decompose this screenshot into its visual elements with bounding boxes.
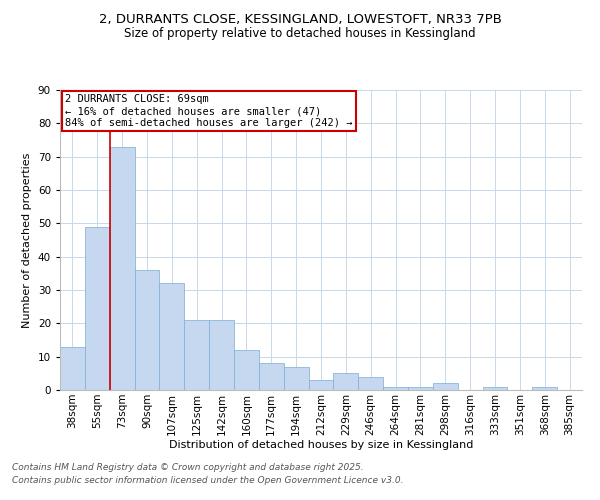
Bar <box>308 380 334 390</box>
Text: Size of property relative to detached houses in Kessingland: Size of property relative to detached ho… <box>124 28 476 40</box>
Bar <box>408 386 433 390</box>
Bar <box>482 386 508 390</box>
Bar <box>234 350 259 390</box>
Text: 2, DURRANTS CLOSE, KESSINGLAND, LOWESTOFT, NR33 7PB: 2, DURRANTS CLOSE, KESSINGLAND, LOWESTOF… <box>98 12 502 26</box>
Bar <box>134 270 160 390</box>
Y-axis label: Number of detached properties: Number of detached properties <box>22 152 32 328</box>
Bar <box>60 346 85 390</box>
Bar <box>383 386 408 390</box>
Bar <box>160 284 184 390</box>
Bar <box>209 320 234 390</box>
Bar <box>433 384 458 390</box>
Bar <box>259 364 284 390</box>
Text: Contains public sector information licensed under the Open Government Licence v3: Contains public sector information licen… <box>12 476 404 485</box>
Bar <box>334 374 358 390</box>
Text: 2 DURRANTS CLOSE: 69sqm
← 16% of detached houses are smaller (47)
84% of semi-de: 2 DURRANTS CLOSE: 69sqm ← 16% of detache… <box>65 94 353 128</box>
Bar <box>110 146 134 390</box>
X-axis label: Distribution of detached houses by size in Kessingland: Distribution of detached houses by size … <box>169 440 473 450</box>
Bar <box>532 386 557 390</box>
Bar <box>85 226 110 390</box>
Bar <box>358 376 383 390</box>
Bar <box>184 320 209 390</box>
Text: Contains HM Land Registry data © Crown copyright and database right 2025.: Contains HM Land Registry data © Crown c… <box>12 464 364 472</box>
Bar <box>284 366 308 390</box>
